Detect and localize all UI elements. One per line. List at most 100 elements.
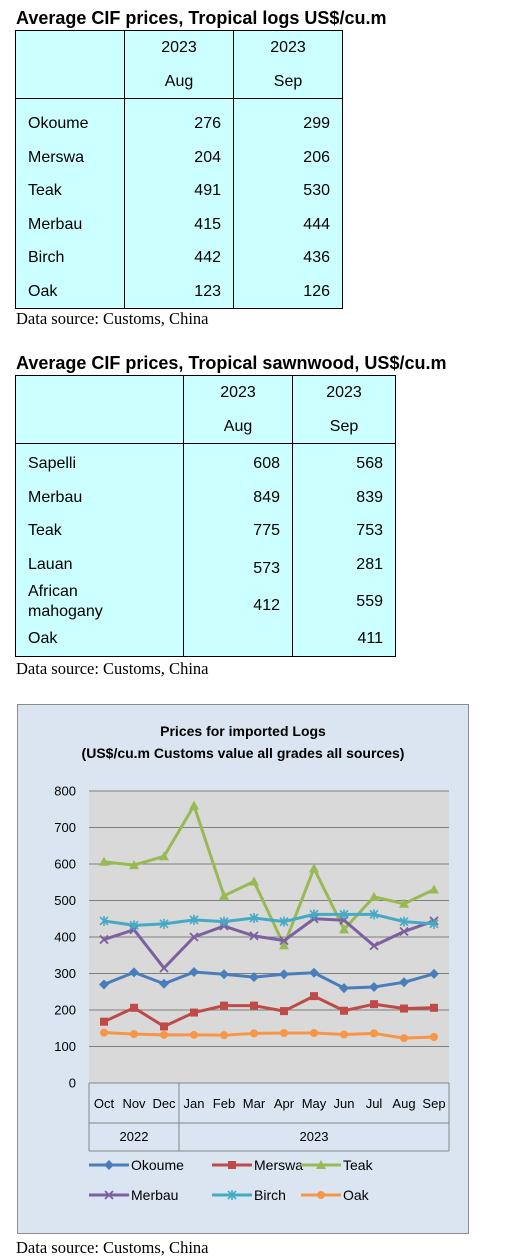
data-point: [249, 972, 259, 983]
chart-data-source: Data source: Customs, China: [16, 1238, 209, 1257]
row-value-sep: 530: [303, 182, 330, 199]
data-point: [309, 863, 319, 873]
header-year: 2023: [270, 39, 306, 56]
data-point: [189, 967, 199, 978]
data-point: [129, 920, 139, 931]
x-tick-label: Apr: [274, 1096, 295, 1111]
row-value-aug: 608: [253, 455, 280, 472]
data-point: [399, 898, 409, 908]
y-tick-label: 800: [54, 784, 76, 799]
data-point: [220, 1031, 228, 1040]
row-name: Lauan: [28, 555, 73, 573]
data-point: [99, 856, 109, 866]
x-tick-label: Sep: [422, 1096, 445, 1111]
sawnwood-data-source: Data source: Customs, China: [16, 659, 209, 678]
row-value-sep: 444: [303, 215, 330, 233]
y-tick-label: 500: [54, 893, 76, 908]
log-prices-chart: Prices for imported Logs (US$/cu.m Custo…: [17, 704, 469, 1234]
row-name: African mahogany: [28, 583, 103, 620]
legend-label: Okoume: [131, 1157, 184, 1173]
data-point: [249, 876, 259, 886]
header-year: 2023: [220, 384, 256, 401]
data-point: [100, 1028, 108, 1037]
chart-title: Prices for imported Logs: [160, 723, 326, 739]
data-point: [340, 1006, 348, 1015]
chart-subtitle: (US$/cu.m Customs value all grades all s…: [82, 745, 405, 761]
row-name: Teak: [28, 522, 62, 539]
y-tick-label: 700: [54, 820, 76, 835]
row-value-aug: 442: [194, 249, 221, 266]
data-point: [279, 940, 289, 950]
x-group-label: 2022: [120, 1129, 149, 1144]
row-name: Birch: [28, 249, 65, 266]
series-line-merswa: [103, 994, 435, 1028]
x-tick-label: Jan: [184, 1096, 205, 1111]
data-point: [190, 1008, 198, 1017]
data-point: [280, 1028, 288, 1037]
data-point: [249, 913, 259, 924]
data-point: [399, 926, 409, 937]
data-point: [280, 1007, 288, 1016]
header-month: Sep: [329, 417, 359, 435]
data-point: [369, 941, 379, 951]
data-point: [429, 918, 439, 929]
data-point: [430, 1033, 438, 1042]
data-point: [250, 1001, 258, 1010]
header-month: Aug: [223, 417, 253, 435]
data-point: [279, 969, 289, 980]
y-tick-label: 600: [54, 857, 76, 872]
data-point: [99, 915, 109, 926]
data-point: [369, 909, 379, 920]
series-line-teak: [103, 804, 435, 947]
data-point: [369, 982, 379, 993]
data-point: [339, 909, 349, 920]
x-tick-label: Aug: [392, 1096, 415, 1111]
data-point: [310, 992, 318, 1001]
row-value-sep: 299: [303, 115, 330, 132]
legend-label: Oak: [343, 1187, 370, 1203]
row-value-aug: 573: [253, 559, 280, 577]
sawnwood-price-table: 2023 Aug 2023 Sep Sapelli Merbau Teak La…: [15, 375, 396, 657]
data-point: [339, 924, 349, 934]
data-point: [130, 1003, 138, 1012]
x-tick-label: Mar: [243, 1096, 266, 1111]
x-tick-label: Nov: [122, 1096, 146, 1111]
row-name: Teak: [28, 182, 62, 199]
data-point: [159, 978, 169, 989]
x-tick-label: May: [302, 1096, 327, 1111]
logs-data-source: Data source: Customs, China: [16, 309, 209, 328]
data-point: [189, 914, 199, 925]
row-value-aug: 415: [194, 215, 221, 233]
series-line-okoume: [103, 970, 435, 990]
data-point: [159, 963, 169, 973]
data-point: [400, 1004, 408, 1013]
header-year: 2023: [326, 384, 362, 401]
row-name: Oak: [28, 630, 58, 647]
row-value-aug: 204: [194, 148, 221, 166]
row-value-aug: 491: [194, 182, 221, 199]
data-point: [339, 983, 349, 994]
data-point: [399, 916, 409, 927]
data-point: [310, 1028, 318, 1037]
data-point: [369, 891, 379, 901]
data-point: [399, 977, 409, 988]
data-point: [317, 1191, 325, 1199]
data-point: [316, 1160, 326, 1169]
row-name: Oak: [28, 282, 58, 300]
row-value-sep: 568: [356, 455, 383, 472]
data-point: [370, 1000, 378, 1009]
y-tick-label: 200: [54, 1003, 76, 1018]
header-year: 2023: [161, 39, 197, 56]
x-tick-label: Jul: [366, 1096, 383, 1111]
data-point: [129, 860, 139, 870]
table-body-row: Sapelli Merbau Teak Lauan African mahoga…: [15, 443, 396, 657]
y-tick-label: 0: [69, 1076, 76, 1091]
chart-svg: Prices for imported Logs (US$/cu.m Custo…: [54, 723, 450, 1203]
data-point: [189, 800, 199, 810]
x-tick-label: Feb: [213, 1096, 235, 1111]
data-point: [429, 968, 439, 979]
data-point: [190, 1030, 198, 1039]
data-point: [279, 916, 289, 927]
row-value-sep: 436: [303, 249, 330, 266]
chart-legend: Okoume Merswa Teak Merbau Birch Oak: [89, 1157, 374, 1203]
